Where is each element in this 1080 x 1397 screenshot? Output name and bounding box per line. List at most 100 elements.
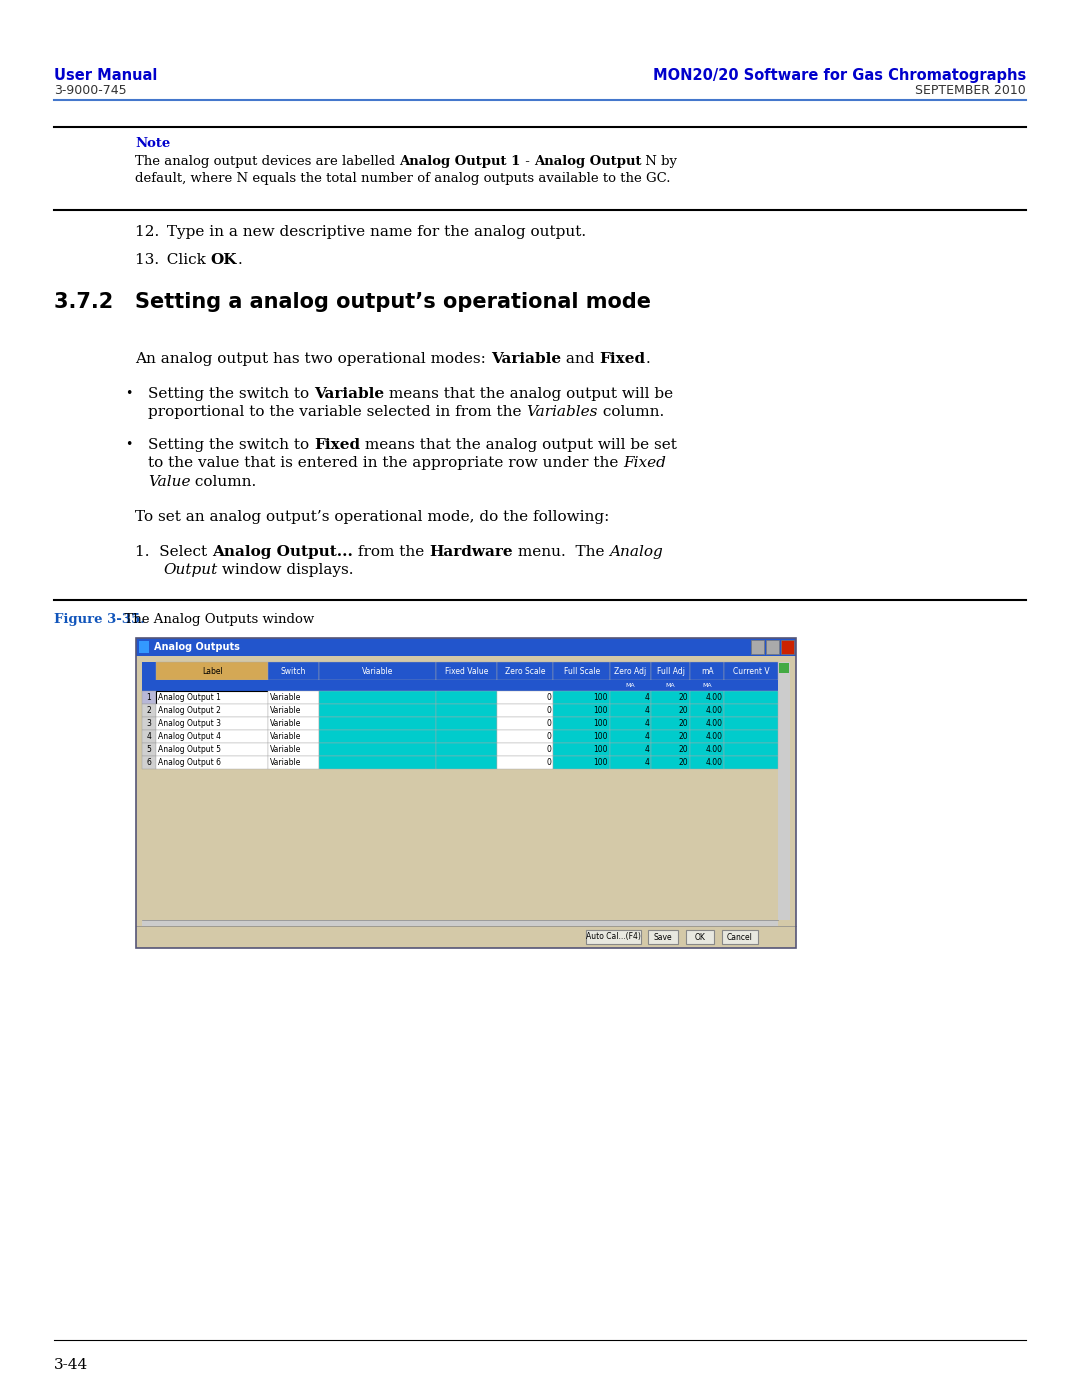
Bar (553, 756, 610, 768)
Text: 1: 1 (147, 693, 151, 703)
Text: 3: 3 (147, 719, 151, 728)
Text: MA: MA (665, 683, 675, 687)
Bar (156, 743, 268, 756)
Text: SEPTEMBER 2010: SEPTEMBER 2010 (915, 84, 1026, 96)
Text: column.: column. (598, 405, 664, 419)
Text: MON20/20 Software for Gas Chromatographs: MON20/20 Software for Gas Chromatographs (652, 68, 1026, 82)
Text: •: • (125, 387, 133, 400)
Bar (141, 662, 156, 680)
Text: 100: 100 (594, 719, 608, 728)
Bar (725, 662, 778, 680)
Bar (436, 756, 497, 768)
Text: 20: 20 (678, 693, 688, 703)
Text: Variable: Variable (362, 666, 393, 676)
Bar (725, 756, 778, 768)
Text: 100: 100 (594, 693, 608, 703)
Text: MA: MA (625, 683, 635, 687)
Text: 3-9000-745: 3-9000-745 (54, 84, 126, 96)
Text: 13. Click: 13. Click (135, 253, 211, 267)
Bar (141, 921, 778, 930)
Text: 4.00: 4.00 (705, 745, 723, 754)
Bar (553, 692, 610, 704)
Text: Variable: Variable (314, 387, 384, 401)
Text: 4.00: 4.00 (705, 732, 723, 740)
Bar (136, 638, 796, 949)
Text: Label: Label (202, 666, 222, 676)
Text: 4: 4 (644, 732, 649, 740)
Text: 4.00: 4.00 (705, 705, 723, 715)
Bar (610, 743, 651, 756)
Text: Variable: Variable (270, 732, 301, 740)
Text: OK: OK (694, 933, 705, 942)
Text: To set an analog output’s operational mode, do the following:: To set an analog output’s operational mo… (135, 510, 609, 524)
Text: proportional to the variable selected in from the: proportional to the variable selected in… (148, 405, 526, 419)
Text: 3.7.2   Setting a analog output’s operational mode: 3.7.2 Setting a analog output’s operatio… (54, 292, 651, 312)
Text: Zero Scale: Zero Scale (504, 666, 545, 676)
Text: OK: OK (211, 253, 238, 267)
Text: Hardware: Hardware (429, 545, 513, 559)
Text: 12. Type in a new descriptive name for the analog output.: 12. Type in a new descriptive name for t… (135, 225, 586, 239)
Bar (610, 731, 651, 743)
Bar (136, 638, 796, 657)
Bar (725, 731, 778, 743)
Bar (156, 692, 268, 704)
Bar (610, 704, 651, 717)
Bar (553, 731, 610, 743)
Text: column.: column. (190, 475, 257, 489)
Text: User Manual: User Manual (54, 68, 158, 82)
Text: 4: 4 (147, 732, 151, 740)
Bar (610, 692, 651, 704)
Bar (141, 743, 156, 756)
Text: -: - (521, 155, 534, 168)
Text: 2: 2 (147, 705, 151, 715)
Bar (268, 743, 319, 756)
Bar (156, 717, 268, 731)
Text: Analog Output 6: Analog Output 6 (158, 759, 221, 767)
Bar (690, 756, 725, 768)
Bar (268, 704, 319, 717)
Text: 4: 4 (644, 705, 649, 715)
Text: 4: 4 (644, 745, 649, 754)
Bar (139, 641, 149, 652)
Text: Analog: Analog (609, 545, 663, 559)
Text: Setting the switch to: Setting the switch to (148, 439, 314, 453)
Text: Variable: Variable (490, 352, 561, 366)
Bar (319, 717, 436, 731)
Bar (319, 704, 436, 717)
Text: 100: 100 (594, 745, 608, 754)
Text: Variable: Variable (270, 705, 301, 715)
Bar (690, 662, 725, 680)
Text: Variable: Variable (270, 719, 301, 728)
Bar (497, 756, 553, 768)
Bar (651, 717, 690, 731)
Bar (690, 743, 725, 756)
Text: 20: 20 (678, 719, 688, 728)
Bar (268, 717, 319, 731)
Bar (497, 662, 553, 680)
Text: Analog Output 5: Analog Output 5 (158, 745, 221, 754)
Text: Analog Output 2: Analog Output 2 (158, 705, 221, 715)
Bar (610, 717, 651, 731)
Bar (497, 692, 553, 704)
Text: Analog Output: Analog Output (534, 155, 642, 168)
Bar (141, 756, 156, 768)
Text: Setting the switch to: Setting the switch to (148, 387, 314, 401)
Text: Current V: Current V (733, 666, 769, 676)
Bar (436, 717, 497, 731)
Bar (610, 756, 651, 768)
Text: default, where N equals the total number of analog outputs available to the GC.: default, where N equals the total number… (135, 172, 671, 184)
Text: An analog output has two operational modes:: An analog output has two operational mod… (135, 352, 490, 366)
Text: 100: 100 (594, 759, 608, 767)
Text: Variables: Variables (526, 405, 598, 419)
Text: means that the analog output will be set: means that the analog output will be set (360, 439, 677, 453)
Bar (136, 926, 796, 949)
Text: Cancel: Cancel (727, 933, 753, 942)
Text: menu.  The: menu. The (513, 545, 609, 559)
Bar (725, 717, 778, 731)
Text: Fixed: Fixed (599, 352, 646, 366)
Text: 3-44: 3-44 (54, 1358, 89, 1372)
Bar (586, 930, 642, 944)
Bar (725, 704, 778, 717)
Bar (156, 756, 268, 768)
Bar (319, 731, 436, 743)
